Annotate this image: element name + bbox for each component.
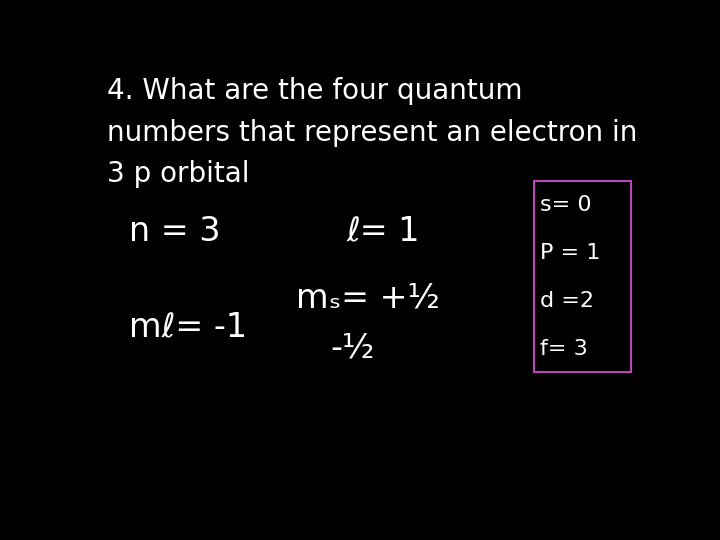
Text: P = 1: P = 1 xyxy=(540,243,600,263)
Text: f= 3: f= 3 xyxy=(540,339,588,359)
FancyBboxPatch shape xyxy=(534,181,631,373)
Text: s= 0: s= 0 xyxy=(540,195,592,215)
Text: d =2: d =2 xyxy=(540,291,594,310)
Text: 4. What are the four quantum: 4. What are the four quantum xyxy=(107,77,522,105)
Text: n = 3: n = 3 xyxy=(129,214,220,248)
Text: mℓ= -1: mℓ= -1 xyxy=(129,310,247,343)
Text: numbers that represent an electron in: numbers that represent an electron in xyxy=(107,119,637,147)
Text: 3 p orbital: 3 p orbital xyxy=(107,160,249,188)
Text: mₛ= +½: mₛ= +½ xyxy=(297,281,441,314)
Text: ℓ= 1: ℓ= 1 xyxy=(347,214,420,248)
Text: -½: -½ xyxy=(330,331,374,364)
